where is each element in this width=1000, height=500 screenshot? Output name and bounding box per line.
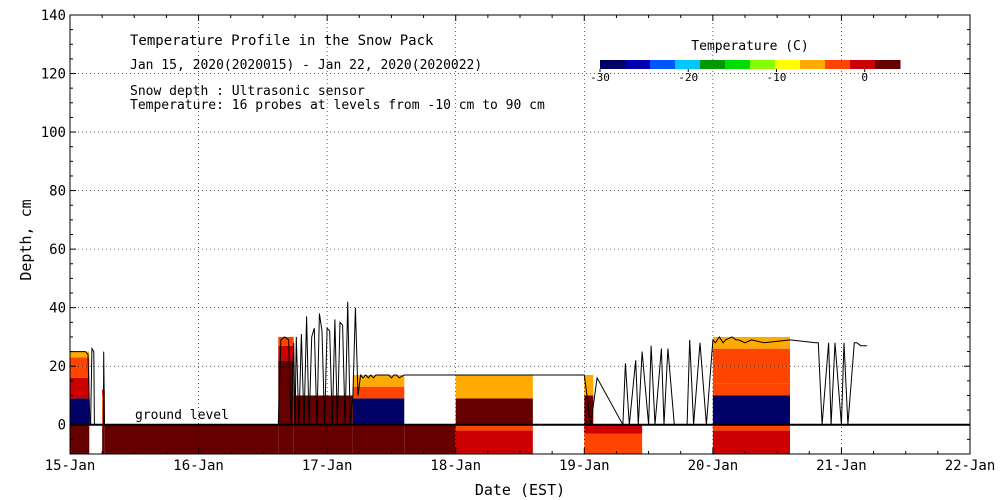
colorbar-swatch — [675, 60, 701, 69]
temperature-cell-10-0 — [712, 430, 790, 454]
colorbar-swatch — [625, 60, 651, 69]
y-tick-label: 100 — [41, 125, 66, 141]
colorbar-tick-label: -30 — [590, 71, 610, 84]
temperature-cell-5-1 — [352, 398, 405, 425]
x-tick-label: 17-Jan — [302, 458, 353, 474]
y-tick-label: 140 — [41, 8, 66, 24]
temperature-cell-8-1 — [584, 374, 594, 396]
colorbar-swatch — [825, 60, 851, 69]
colorbar-swatch — [600, 60, 626, 69]
colorbar-swatch — [875, 60, 901, 69]
temperature-cell-1-0 — [102, 424, 105, 454]
temperature-cell-10-2 — [712, 395, 790, 425]
temperature-cell-10-1 — [712, 424, 790, 431]
temperature-cell-0-0 — [70, 424, 90, 454]
temperature-cell-4-0 — [293, 424, 353, 454]
temperature-cell-9-0 — [584, 433, 643, 454]
chart-title: Temperature Profile in the Snow Pack — [130, 33, 434, 49]
note-temperature: Temperature: 16 probes at levels from -1… — [130, 98, 545, 113]
y-tick-label: 120 — [41, 67, 66, 83]
temperature-colorbar: Temperature (C) -30 -20 -10 0 — [590, 39, 901, 84]
colorbar-swatch — [725, 60, 751, 69]
colorbar-swatches — [600, 60, 901, 69]
x-tick-label: 20-Jan — [688, 458, 739, 474]
snow-depth-line — [70, 301, 868, 427]
temperature-cell-3-0 — [278, 424, 294, 454]
temperature-cell-10-3 — [712, 383, 790, 396]
temperature-cell-10-6 — [712, 336, 790, 349]
temperature-cell-7-0 — [455, 430, 533, 454]
temperature-cell-10-5 — [712, 348, 790, 367]
x-tick-label: 22-Jan — [945, 458, 996, 474]
colorbar-tick-label: -10 — [767, 71, 787, 84]
ground-level-label: ground level — [135, 408, 229, 423]
temperature-cell-0-5 — [70, 351, 90, 358]
temperature-cell-0-4 — [70, 357, 90, 367]
temperature-cell-0-1 — [70, 398, 90, 425]
y-tick-label: 40 — [49, 301, 66, 317]
colorbar-swatch — [650, 60, 676, 69]
y-tick-label: 60 — [49, 242, 66, 258]
colorbar-title: Temperature (C) — [691, 39, 808, 54]
x-tick-label: 16-Jan — [173, 458, 224, 474]
temperature-blocks — [70, 336, 790, 454]
y-tick-label: 0 — [58, 418, 66, 434]
colorbar-tick-label: 0 — [861, 71, 868, 84]
colorbar-swatch — [775, 60, 801, 69]
y-axis: 0 20 40 60 80 100 120 140 — [41, 8, 970, 455]
x-axis: 15-Jan 16-Jan 17-Jan 18-Jan 19-Jan 20-Jan 21-J… — [45, 15, 996, 474]
y-tick-label: 20 — [49, 359, 66, 375]
temperature-cell-0-3 — [70, 366, 90, 378]
temperature-cell-7-2 — [455, 398, 533, 425]
colorbar-swatch — [800, 60, 826, 69]
note-snow-depth: Snow depth : Ultrasonic sensor — [130, 84, 365, 99]
chart-subtitle: Jan 15, 2020(2020015) - Jan 22, 2020(202… — [130, 58, 482, 73]
temperature-cell-10-4 — [712, 366, 790, 384]
temperature-cell-5-2 — [352, 386, 405, 399]
temperature-cell-6-0 — [404, 424, 456, 454]
colorbar-swatch — [750, 60, 776, 69]
temperature-cell-3-3 — [278, 336, 294, 346]
x-axis-label: Date (EST) — [475, 481, 565, 499]
temperature-cell-7-3 — [455, 374, 533, 399]
colorbar-tick-label: -20 — [678, 71, 698, 84]
temperature-cell-2-0 — [104, 424, 279, 454]
y-tick-label: 80 — [49, 184, 66, 200]
temperature-cell-9-1 — [584, 424, 643, 434]
colorbar-swatch — [700, 60, 726, 69]
x-tick-label: 18-Jan — [430, 458, 481, 474]
x-tick-label: 19-Jan — [559, 458, 610, 474]
temperature-cell-3-2 — [278, 345, 294, 361]
colorbar-swatch — [850, 60, 876, 69]
colorbar-ticks: -30 -20 -10 0 — [590, 69, 868, 84]
temperature-cell-7-1 — [455, 424, 533, 431]
y-axis-label: Depth, cm — [17, 199, 35, 280]
temperature-cell-5-0 — [352, 424, 405, 454]
x-tick-label: 21-Jan — [816, 458, 867, 474]
temperature-cell-0-2 — [70, 377, 90, 399]
temperature-cell-5-3 — [352, 374, 405, 387]
x-tick-label: 15-Jan — [45, 458, 96, 474]
